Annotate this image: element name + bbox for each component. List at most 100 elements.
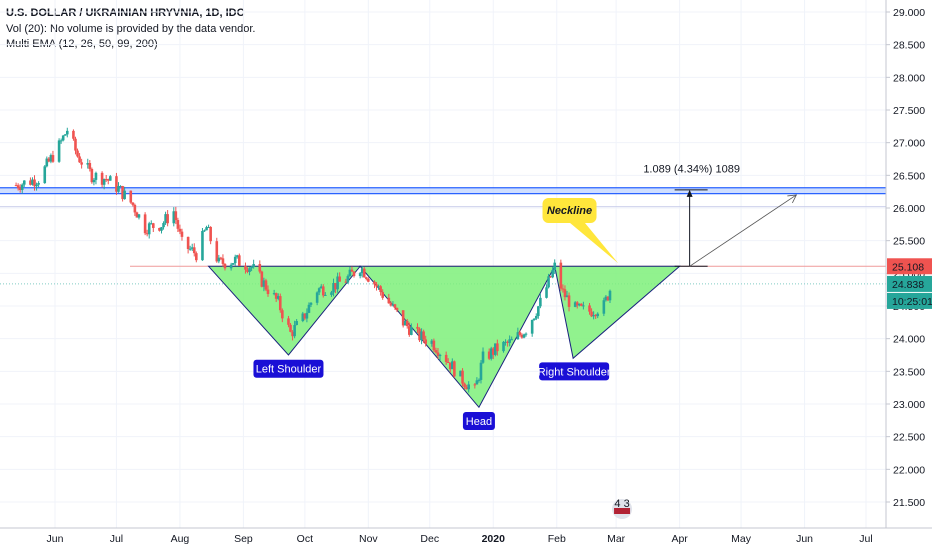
candle xyxy=(506,340,509,347)
candle xyxy=(80,158,83,169)
candle-body xyxy=(158,227,161,231)
candle-body xyxy=(358,273,362,277)
volume-indicator-line[interactable]: Vol (20): No volume is provided by the d… xyxy=(6,22,256,35)
candle-body xyxy=(94,172,98,180)
candle-body xyxy=(577,303,581,306)
candle xyxy=(72,129,75,141)
candle-body xyxy=(219,257,223,259)
neckline-callout-box[interactable] xyxy=(542,197,597,223)
candle-body xyxy=(121,185,124,200)
candle xyxy=(491,346,495,360)
candle xyxy=(229,262,233,271)
candle-body xyxy=(258,264,262,272)
bar-countdown-tag-bg[interactable] xyxy=(887,292,932,309)
y-tick-label: 22.000 xyxy=(893,464,925,476)
candle xyxy=(291,330,294,341)
candle xyxy=(147,221,151,239)
candle-body xyxy=(395,307,399,311)
candle-body xyxy=(461,370,464,384)
candle xyxy=(166,210,169,227)
candle-body xyxy=(133,204,137,213)
candle-body xyxy=(186,236,190,249)
candle-body xyxy=(29,180,32,185)
candle xyxy=(106,178,110,185)
candle-body xyxy=(43,166,47,184)
candle xyxy=(188,245,192,251)
candle xyxy=(117,182,120,193)
ema-indicator-line[interactable]: Multi EMA (12, 26, 50, 99, 200) xyxy=(6,38,158,50)
candle-body xyxy=(319,286,323,289)
candle-body xyxy=(496,343,499,352)
candle-body xyxy=(534,316,538,319)
candle-body xyxy=(223,263,227,269)
candle-body xyxy=(305,312,309,319)
candle-body xyxy=(51,155,55,162)
candle-body xyxy=(537,306,540,317)
candle-body xyxy=(307,304,311,313)
candle-body xyxy=(201,231,204,261)
candle xyxy=(377,284,380,290)
candle xyxy=(78,153,81,163)
candle-body xyxy=(166,214,169,224)
candle xyxy=(434,347,438,354)
candle-body xyxy=(373,281,376,285)
x-tick-label: Apr xyxy=(671,533,688,545)
candle xyxy=(367,277,370,283)
candle-body xyxy=(408,326,411,335)
candle xyxy=(309,302,313,308)
y-tick-label: 23.000 xyxy=(893,399,925,411)
candle-body xyxy=(47,158,51,162)
last-price-tag-bg[interactable] xyxy=(887,275,932,292)
candle xyxy=(350,266,354,272)
candle xyxy=(22,180,26,187)
projection-arrow[interactable] xyxy=(689,194,797,267)
candle xyxy=(588,302,591,315)
head-triangle[interactable] xyxy=(359,265,556,409)
resistance-zone[interactable] xyxy=(0,187,886,194)
right-shoulder-label-box[interactable] xyxy=(539,362,610,381)
y-tick-label: 27.500 xyxy=(893,105,925,117)
candle xyxy=(160,227,163,234)
candle xyxy=(258,260,262,274)
candle-body xyxy=(246,269,249,272)
candle-body xyxy=(289,324,292,332)
candle xyxy=(129,190,133,204)
candle xyxy=(102,178,106,190)
candle-body xyxy=(106,179,110,181)
candle xyxy=(231,262,235,265)
candle xyxy=(233,254,237,266)
candle xyxy=(403,319,407,326)
candle-body xyxy=(59,140,63,142)
candle xyxy=(379,285,382,296)
candle-body xyxy=(475,380,479,385)
candle xyxy=(115,172,118,195)
candle-body xyxy=(553,262,557,270)
candle xyxy=(164,211,167,225)
neckline-price-tag-bg[interactable] xyxy=(887,258,932,275)
right-shoulder-triangle[interactable] xyxy=(554,265,681,360)
candle xyxy=(278,293,282,313)
candle-body xyxy=(459,370,462,377)
candle-body xyxy=(221,258,225,264)
candle-body xyxy=(330,292,333,295)
candle-body xyxy=(602,300,606,314)
candle-body xyxy=(303,313,307,319)
candle-body xyxy=(317,288,321,293)
candle-body xyxy=(559,262,563,289)
symbol-title[interactable]: U.S. DOLLAR / UKRAINIAN HRYVNIA, 1D, IDC xyxy=(6,7,245,19)
candle-body xyxy=(422,331,425,340)
head-label-box[interactable] xyxy=(462,411,495,430)
candle xyxy=(344,278,348,283)
candle-body xyxy=(35,184,38,187)
candle xyxy=(307,302,311,314)
candle xyxy=(481,347,485,364)
candle-body xyxy=(264,280,268,290)
candle-body xyxy=(582,305,585,307)
candle-body xyxy=(465,387,468,390)
left-shoulder-label-box[interactable] xyxy=(253,359,324,378)
candle-body xyxy=(88,163,92,169)
candle-body xyxy=(76,150,79,157)
candle xyxy=(133,203,137,217)
candle xyxy=(336,272,339,293)
